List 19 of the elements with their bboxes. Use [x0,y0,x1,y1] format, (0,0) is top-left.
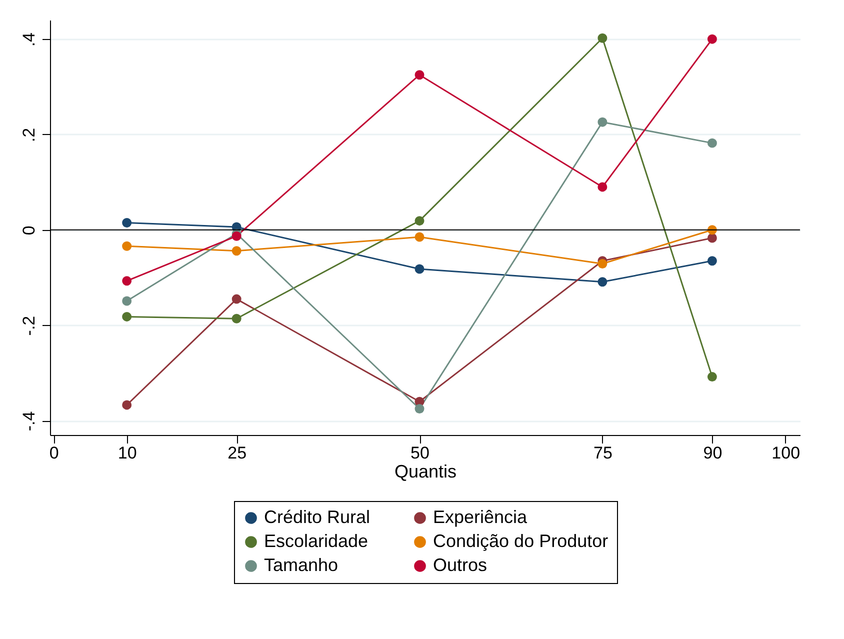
x-axis-title: Quantis [394,462,457,482]
legend-label: Experiência [433,507,528,527]
x-tick-label: 50 [410,444,430,462]
y-tick-label: .4 [20,32,38,47]
x-tick-label: 10 [118,444,137,462]
legend-label: Tamanho [264,555,338,575]
y-tick-label: .2 [20,128,38,142]
x-tick-label: 100 [772,444,800,462]
legend-label: Crédito Rural [264,507,370,527]
y-tick-label: -.4 [20,411,38,432]
x-tick-label: 75 [593,444,612,462]
y-tick-label: 0 [20,226,38,236]
x-tick-label: 25 [228,444,247,462]
x-tick-label: 90 [703,444,722,462]
legend-label: Condição do Produtor [433,531,608,551]
y-tick-label: -.2 [20,316,38,336]
legend-label: Escolaridade [264,531,368,551]
legend-label: Outros [433,555,488,575]
x-tick-label: 0 [49,444,59,462]
